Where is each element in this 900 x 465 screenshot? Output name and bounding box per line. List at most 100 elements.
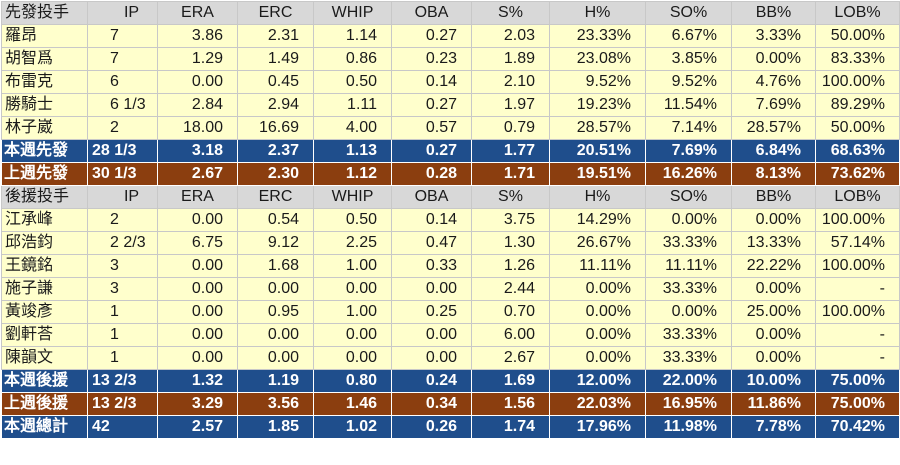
cell-h-pct: 22.03% — [549, 392, 646, 416]
cell-s-pct: 0.70 — [471, 300, 550, 324]
cell-lob-pct: 50.00% — [815, 116, 900, 140]
cell-ip: 30 1/3 — [87, 162, 158, 186]
cell-name: 陳韻文 — [1, 346, 88, 370]
cell-so-pct: 3.85% — [645, 47, 732, 71]
cell-whip: 0.00 — [313, 277, 392, 301]
cell-oba: 0.34 — [391, 392, 472, 416]
cell-whip: 1.13 — [313, 139, 392, 163]
cell-lob-pct: - — [815, 346, 900, 370]
cell-era: 2.84 — [157, 93, 238, 117]
cell-whip: 0.00 — [313, 346, 392, 370]
cell-s-pct: 1.74 — [471, 415, 550, 439]
cell-bb-pct: 7.69% — [731, 93, 816, 117]
column-header-erc: ERC — [237, 1, 314, 25]
cell-s-pct: 6.00 — [471, 323, 550, 347]
cell-s-pct: 1.69 — [471, 369, 550, 393]
table-row: 布雷克 6 0.00 0.45 0.50 0.14 2.10 9.52% 9.52% 4.76% 1… — [1, 70, 900, 94]
cell-s-pct: 1.26 — [471, 254, 550, 278]
cell-lob-pct: 100.00% — [815, 254, 900, 278]
cell-s-pct: 0.79 — [471, 116, 550, 140]
cell-erc: 0.00 — [237, 323, 314, 347]
starters-header-row: 先發投手 IP ERA ERC WHIP OBA S% H% SO% BB% LOB% — [1, 1, 900, 25]
cell-era: 1.32 — [157, 369, 238, 393]
cell-era: 6.75 — [157, 231, 238, 255]
cell-whip: 0.50 — [313, 70, 392, 94]
cell-so-pct: 33.33% — [645, 346, 732, 370]
cell-ip: 2 — [87, 208, 158, 232]
cell-erc: 16.69 — [237, 116, 314, 140]
cell-ip: 6 1/3 — [87, 93, 158, 117]
cell-h-pct: 20.51% — [549, 139, 646, 163]
cell-lob-pct: 100.00% — [815, 208, 900, 232]
cell-bb-pct: 0.00% — [731, 47, 816, 71]
cell-ip: 2 2/3 — [87, 231, 158, 255]
stats-table-body: 先發投手 IP ERA ERC WHIP OBA S% H% SO% BB% LOB% 羅昂 7 3.86… — [1, 1, 900, 439]
cell-erc: 0.45 — [237, 70, 314, 94]
cell-oba: 0.14 — [391, 208, 472, 232]
cell-ip: 7 — [87, 24, 158, 48]
cell-ip: 7 — [87, 47, 158, 71]
cell-bb-pct: 4.76% — [731, 70, 816, 94]
cell-name: 林子崴 — [1, 116, 88, 140]
column-header-whip: WHIP — [313, 1, 392, 25]
cell-bb-pct: 0.00% — [731, 277, 816, 301]
cell-ip: 42 — [87, 415, 158, 439]
cell-name: 江承峰 — [1, 208, 88, 232]
cell-lob-pct: 75.00% — [815, 369, 900, 393]
cell-h-pct: 23.33% — [549, 24, 646, 48]
relievers-this-week-row: 本週後援 13 2/3 1.32 1.19 0.80 0.24 1.69 12.00% 22.0… — [1, 369, 900, 393]
table-row: 林子崴 2 18.00 16.69 4.00 0.57 0.79 28.57% 7.14% 28.… — [1, 116, 900, 140]
cell-bb-pct: 13.33% — [731, 231, 816, 255]
column-header-h-pct: H% — [549, 185, 646, 209]
cell-erc: 1.68 — [237, 254, 314, 278]
column-header-bb-pct: BB% — [731, 1, 816, 25]
cell-oba: 0.47 — [391, 231, 472, 255]
cell-whip: 2.25 — [313, 231, 392, 255]
table-row: 邱浩鈞 2 2/3 6.75 9.12 2.25 0.47 1.30 26.67% 33.33%… — [1, 231, 900, 255]
relievers-header-row: 後援投手 IP ERA ERC WHIP OBA S% H% SO% BB% LOB% — [1, 185, 900, 209]
cell-s-pct: 1.56 — [471, 392, 550, 416]
cell-so-pct: 16.95% — [645, 392, 732, 416]
cell-h-pct: 0.00% — [549, 346, 646, 370]
cell-h-pct: 19.23% — [549, 93, 646, 117]
starters-this-week-row: 本週先發 28 1/3 3.18 2.37 1.13 0.27 1.77 20.51% 7.69… — [1, 139, 900, 163]
cell-era: 0.00 — [157, 277, 238, 301]
cell-name: 本週先發 — [1, 139, 88, 163]
cell-s-pct: 1.89 — [471, 47, 550, 71]
cell-so-pct: 22.00% — [645, 369, 732, 393]
cell-whip: 1.00 — [313, 300, 392, 324]
cell-h-pct: 12.00% — [549, 369, 646, 393]
column-header-era: ERA — [157, 1, 238, 25]
cell-so-pct: 16.26% — [645, 162, 732, 186]
table-row: 王鏡銘 3 0.00 1.68 1.00 0.33 1.26 11.11% 11.11% 22.2… — [1, 254, 900, 278]
cell-s-pct: 1.97 — [471, 93, 550, 117]
column-header-ip: IP — [87, 185, 158, 209]
table-row: 羅昂 7 3.86 2.31 1.14 0.27 2.03 23.33% 6.67% 3.33% 5… — [1, 24, 900, 48]
cell-name: 勝騎士 — [1, 93, 88, 117]
relievers-last-week-row: 上週後援 13 2/3 3.29 3.56 1.46 0.34 1.56 22.03% 16.9… — [1, 392, 900, 416]
cell-erc: 0.00 — [237, 346, 314, 370]
week-total-row: 本週總計 42 2.57 1.85 1.02 0.26 1.74 17.96% 11.98% 7.… — [1, 415, 900, 439]
cell-whip: 1.11 — [313, 93, 392, 117]
cell-era: 3.86 — [157, 24, 238, 48]
cell-s-pct: 2.03 — [471, 24, 550, 48]
cell-era: 0.00 — [157, 300, 238, 324]
cell-so-pct: 6.67% — [645, 24, 732, 48]
cell-whip: 4.00 — [313, 116, 392, 140]
cell-h-pct: 9.52% — [549, 70, 646, 94]
cell-lob-pct: 89.29% — [815, 93, 900, 117]
cell-ip: 2 — [87, 116, 158, 140]
cell-whip: 1.46 — [313, 392, 392, 416]
cell-oba: 0.27 — [391, 139, 472, 163]
cell-oba: 0.00 — [391, 277, 472, 301]
cell-whip: 1.02 — [313, 415, 392, 439]
cell-so-pct: 33.33% — [645, 323, 732, 347]
cell-whip: 0.86 — [313, 47, 392, 71]
cell-erc: 1.85 — [237, 415, 314, 439]
cell-bb-pct: 11.86% — [731, 392, 816, 416]
cell-oba: 0.57 — [391, 116, 472, 140]
cell-name: 王鏡銘 — [1, 254, 88, 278]
cell-lob-pct: - — [815, 323, 900, 347]
cell-erc: 2.37 — [237, 139, 314, 163]
cell-erc: 2.94 — [237, 93, 314, 117]
